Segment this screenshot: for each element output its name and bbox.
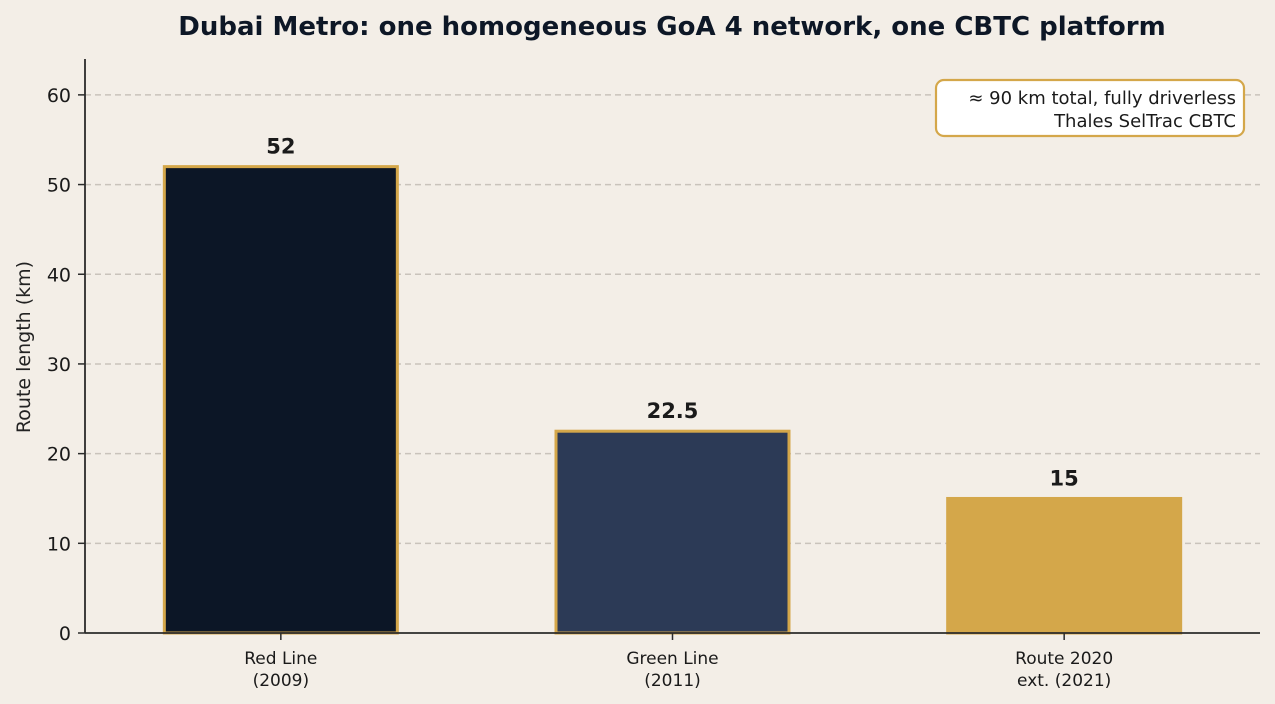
x-tick-label: Route 2020 [1015, 649, 1113, 669]
y-tick-label: 0 [59, 623, 71, 645]
x-tick-label: Green Line [626, 649, 718, 669]
x-tick-label: ext. (2021) [1017, 671, 1111, 691]
annotation-frame [934, 78, 1246, 138]
y-tick-label: 60 [47, 85, 71, 107]
bar-value-label: 22.5 [647, 399, 699, 423]
chart-title: Dubai Metro: one homogeneous GoA 4 netwo… [178, 12, 1165, 42]
bar [162, 165, 399, 635]
bar [554, 429, 791, 635]
annotation-line: Thales SelTrac CBTC [1053, 111, 1236, 132]
x-tick-label: (2009) [253, 671, 310, 691]
y-tick-label: 20 [47, 444, 71, 466]
y-tick-label: 40 [47, 264, 71, 286]
y-tick-label: 10 [47, 533, 71, 555]
annotation-line: ≈ 90 km total, fully driverless [968, 88, 1236, 109]
bars [162, 165, 1183, 635]
x-tick-label: Red Line [244, 649, 317, 669]
axes: 0 10 20 30 40 50 60 Red Line(2009) Green Line(20… [47, 59, 1260, 691]
data-labels: 52 22.5 15 [266, 135, 1079, 491]
bar-value-label: 52 [266, 135, 295, 159]
x-tick-label: (2011) [644, 671, 701, 691]
bar [946, 496, 1183, 635]
y-tick-label: 30 [47, 354, 71, 376]
bar-value-label: 15 [1050, 466, 1079, 490]
y-tick-label: 50 [47, 175, 71, 197]
y-axis-label: Route length (km) [13, 261, 35, 433]
